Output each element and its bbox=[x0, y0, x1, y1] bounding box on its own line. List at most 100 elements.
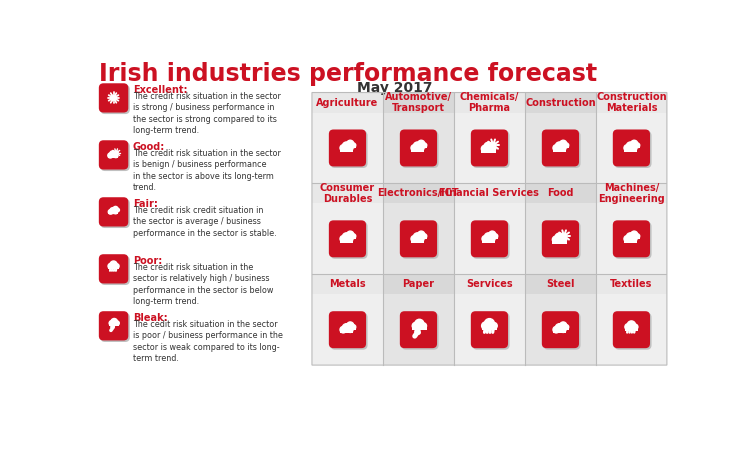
Circle shape bbox=[487, 233, 492, 239]
FancyBboxPatch shape bbox=[99, 197, 128, 226]
Circle shape bbox=[345, 143, 350, 148]
FancyBboxPatch shape bbox=[471, 130, 508, 166]
Text: Irish industries performance forecast: Irish industries performance forecast bbox=[99, 62, 597, 86]
Text: May 2017: May 2017 bbox=[357, 81, 433, 95]
Circle shape bbox=[631, 145, 637, 151]
FancyBboxPatch shape bbox=[613, 220, 650, 257]
Circle shape bbox=[559, 140, 567, 147]
FancyBboxPatch shape bbox=[613, 311, 650, 348]
Circle shape bbox=[340, 236, 347, 242]
Circle shape bbox=[491, 322, 497, 329]
FancyBboxPatch shape bbox=[329, 220, 366, 257]
Circle shape bbox=[108, 210, 113, 214]
Circle shape bbox=[110, 261, 117, 268]
Bar bbox=[596, 93, 667, 113]
Bar bbox=[340, 148, 353, 152]
Bar bbox=[454, 274, 525, 365]
Circle shape bbox=[351, 143, 356, 148]
FancyBboxPatch shape bbox=[543, 313, 580, 350]
Bar bbox=[558, 145, 569, 149]
Text: Good:: Good: bbox=[133, 142, 165, 152]
Circle shape bbox=[342, 142, 350, 150]
Bar bbox=[345, 327, 356, 330]
Circle shape bbox=[340, 145, 347, 151]
Bar bbox=[552, 240, 567, 244]
Circle shape bbox=[631, 236, 637, 242]
Text: The credit risk situation in the
sector is relatively high / business
performanc: The credit risk situation in the sector … bbox=[133, 263, 273, 306]
Bar bbox=[487, 236, 498, 239]
Text: Construction: Construction bbox=[525, 98, 596, 107]
Circle shape bbox=[422, 143, 427, 148]
Text: Services: Services bbox=[466, 279, 513, 289]
Circle shape bbox=[422, 234, 427, 238]
Circle shape bbox=[485, 319, 494, 329]
FancyBboxPatch shape bbox=[402, 131, 439, 168]
FancyBboxPatch shape bbox=[100, 256, 130, 285]
Circle shape bbox=[351, 325, 356, 329]
Circle shape bbox=[113, 210, 118, 214]
FancyBboxPatch shape bbox=[100, 199, 130, 228]
FancyBboxPatch shape bbox=[99, 140, 128, 169]
Bar bbox=[340, 239, 353, 243]
Circle shape bbox=[113, 153, 118, 157]
Circle shape bbox=[108, 263, 113, 269]
Circle shape bbox=[560, 327, 566, 332]
Text: Financial Services: Financial Services bbox=[439, 188, 539, 198]
FancyBboxPatch shape bbox=[402, 313, 439, 350]
FancyBboxPatch shape bbox=[542, 311, 579, 348]
Circle shape bbox=[347, 322, 353, 329]
Bar bbox=[312, 183, 383, 203]
Bar bbox=[553, 148, 566, 152]
Bar bbox=[625, 327, 638, 331]
Bar bbox=[383, 274, 454, 294]
Circle shape bbox=[114, 264, 119, 269]
FancyBboxPatch shape bbox=[100, 85, 130, 114]
Circle shape bbox=[555, 142, 564, 150]
Bar bbox=[108, 156, 118, 158]
Circle shape bbox=[112, 208, 116, 212]
FancyBboxPatch shape bbox=[99, 254, 128, 283]
Circle shape bbox=[560, 237, 567, 243]
Bar bbox=[454, 274, 525, 294]
Circle shape bbox=[482, 236, 488, 242]
Bar bbox=[596, 183, 667, 274]
Bar bbox=[416, 236, 427, 239]
Circle shape bbox=[347, 140, 353, 147]
FancyBboxPatch shape bbox=[400, 130, 437, 166]
Bar bbox=[525, 274, 596, 294]
Circle shape bbox=[345, 233, 350, 239]
Circle shape bbox=[411, 236, 417, 242]
Bar bbox=[525, 93, 596, 183]
Circle shape bbox=[113, 206, 118, 212]
Bar bbox=[112, 210, 119, 212]
Circle shape bbox=[553, 326, 559, 333]
Circle shape bbox=[340, 326, 347, 333]
FancyBboxPatch shape bbox=[613, 130, 650, 166]
FancyBboxPatch shape bbox=[100, 142, 130, 171]
Circle shape bbox=[489, 236, 495, 242]
Circle shape bbox=[631, 140, 638, 147]
Circle shape bbox=[110, 151, 116, 157]
Bar bbox=[312, 93, 383, 113]
Text: Poor:: Poor: bbox=[133, 256, 162, 266]
Circle shape bbox=[559, 322, 567, 329]
Bar bbox=[109, 323, 119, 326]
Circle shape bbox=[348, 236, 353, 242]
Bar bbox=[628, 236, 639, 239]
Circle shape bbox=[351, 234, 356, 238]
Circle shape bbox=[116, 208, 119, 212]
Bar bbox=[412, 326, 427, 330]
Circle shape bbox=[558, 143, 563, 148]
Text: Chemicals/
Pharma: Chemicals/ Pharma bbox=[459, 92, 519, 113]
Text: Metals: Metals bbox=[329, 279, 366, 289]
Bar bbox=[345, 145, 356, 149]
Text: The credit risk situation in the sector
is benign / business performance
in the : The credit risk situation in the sector … bbox=[133, 149, 281, 192]
FancyBboxPatch shape bbox=[472, 313, 510, 350]
Bar bbox=[558, 327, 569, 330]
Circle shape bbox=[564, 143, 569, 148]
Text: Bleak:: Bleak: bbox=[133, 313, 167, 323]
Circle shape bbox=[347, 231, 353, 238]
Circle shape bbox=[345, 324, 350, 330]
Circle shape bbox=[111, 319, 118, 325]
Circle shape bbox=[560, 145, 566, 151]
